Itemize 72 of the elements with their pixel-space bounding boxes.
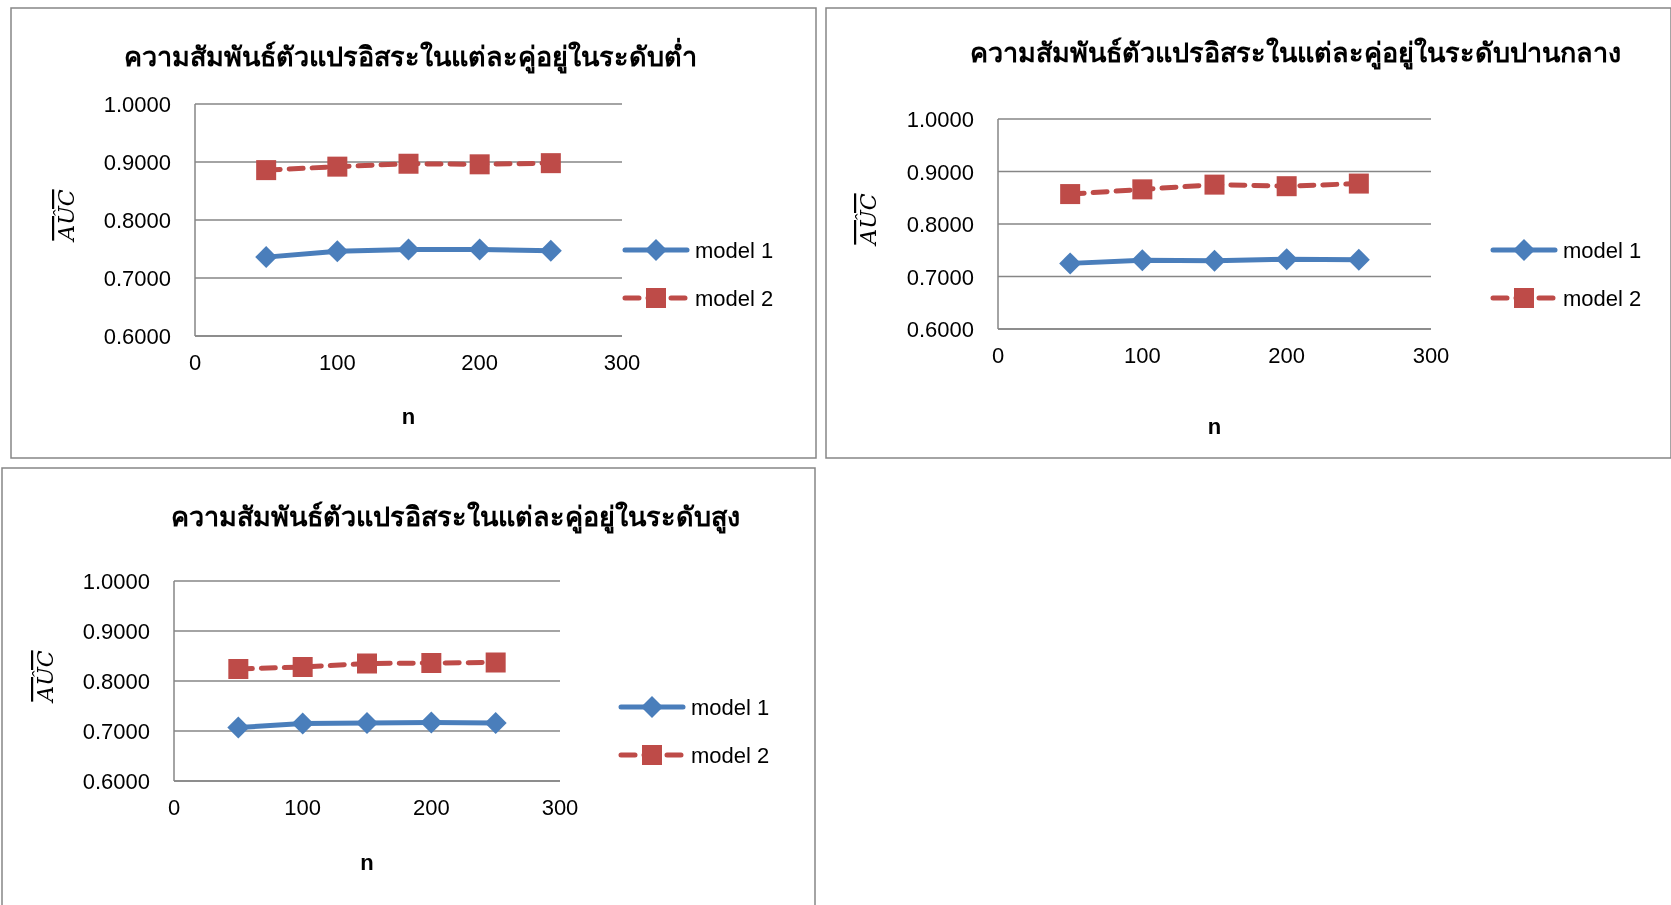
y-tick-label: 0.7000: [103, 266, 171, 291]
y-tick-label: 0.8000: [82, 669, 150, 694]
point: [327, 156, 348, 177]
x-tick-label: 200: [412, 795, 450, 820]
chart-title: ความสัมพันธ์ตัวแปรอิสระในแต่ละคู่อยู่ในระดับต่ำ: [123, 37, 697, 74]
x-axis-title: n: [360, 850, 374, 875]
point: [469, 154, 490, 175]
chart-title: ความสัมพันธ์ตัวแปรอิสระในแต่ละคู่อยู่ในระดับสูง: [170, 501, 740, 534]
x-tick-label: 300: [1412, 343, 1450, 368]
chart-title: ความสัมพันธ์ตัวแปรอิสระในแต่ละคู่อยู่ในระดับปานกลาง: [969, 37, 1621, 70]
x-tick-label: 0: [167, 795, 181, 820]
point: [357, 653, 377, 674]
point: [421, 653, 442, 673]
x-tick-label: 0: [991, 343, 1005, 368]
point: [228, 659, 249, 679]
legend-label: model 1: [1563, 238, 1642, 263]
point: [1276, 176, 1297, 197]
y-tick-label: 1.0000: [82, 569, 150, 594]
point: [420, 711, 443, 734]
x-tick-label: 100: [284, 795, 322, 820]
point: [1204, 174, 1225, 195]
y-tick-label: 0.6000: [82, 769, 150, 794]
point: [1060, 184, 1081, 205]
y-tick-label: 0.9000: [906, 159, 974, 185]
y-axis-title: AÛC: [32, 650, 58, 704]
y-tick-label: 0.9000: [103, 150, 171, 175]
point: [397, 238, 420, 261]
x-tick-label: 200: [461, 350, 499, 375]
legend-label: model 1: [695, 238, 774, 263]
legend-label: model 1: [691, 695, 770, 720]
x-tick-label: 100: [318, 350, 356, 375]
point: [1347, 248, 1370, 271]
point: [1275, 248, 1298, 271]
y-tick-label: 1.0000: [906, 107, 974, 132]
x-tick-label: 0: [188, 350, 202, 375]
point: [356, 712, 378, 734]
y-tick-label: 1.0000: [103, 92, 171, 117]
point: [326, 240, 349, 263]
y-tick-label: 0.7000: [906, 264, 974, 290]
x-axis-title: n: [401, 404, 416, 429]
y-tick-label: 0.6000: [906, 317, 974, 342]
point: [484, 712, 507, 734]
point: [227, 716, 250, 739]
point: [398, 153, 419, 174]
point: [291, 712, 314, 735]
point: [1132, 179, 1153, 200]
point: [1059, 252, 1082, 275]
point: [468, 238, 491, 261]
x-axis-title: n: [1207, 414, 1222, 439]
legend-label: model 2: [691, 743, 770, 768]
x-tick-label: 100: [1123, 343, 1161, 368]
point: [485, 652, 506, 673]
point: [256, 160, 277, 181]
y-axis-title: AÛC: [855, 193, 881, 247]
y-axis-title: AÛC: [53, 189, 79, 243]
x-tick-label: 200: [1268, 343, 1306, 368]
y-tick-label: 0.8000: [103, 208, 171, 233]
point: [292, 657, 313, 677]
point: [1203, 249, 1226, 272]
x-tick-label: 300: [603, 350, 641, 375]
legend-label: model 2: [1563, 286, 1642, 311]
point: [1131, 249, 1154, 272]
y-tick-label: 0.8000: [906, 212, 974, 237]
y-tick-label: 0.9000: [82, 619, 150, 644]
point: [1348, 173, 1369, 194]
point: [540, 153, 561, 174]
legend-label: model 2: [695, 286, 774, 311]
y-tick-label: 0.7000: [82, 719, 150, 744]
point: [539, 239, 562, 262]
y-tick-label: 0.6000: [103, 324, 171, 349]
x-tick-label: 300: [541, 795, 579, 820]
point: [255, 246, 278, 269]
